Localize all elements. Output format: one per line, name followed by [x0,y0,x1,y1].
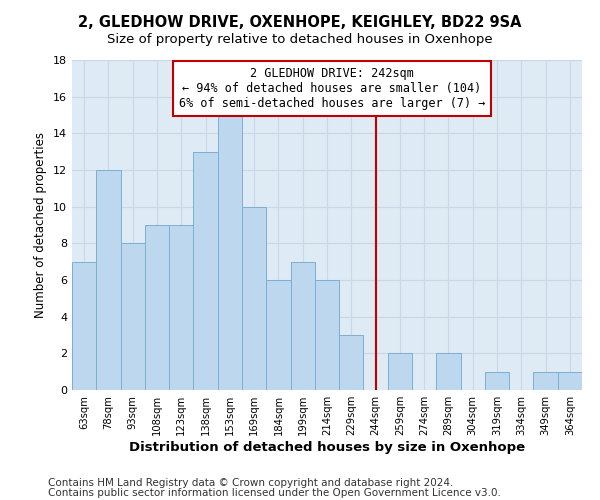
Text: 2 GLEDHOW DRIVE: 242sqm
← 94% of detached houses are smaller (104)
6% of semi-de: 2 GLEDHOW DRIVE: 242sqm ← 94% of detache… [179,68,485,110]
Bar [533,372,558,390]
Bar [169,225,193,390]
Bar [242,206,266,390]
Bar [193,152,218,390]
Text: Contains public sector information licensed under the Open Government Licence v3: Contains public sector information licen… [48,488,501,498]
Bar [388,354,412,390]
Bar [485,372,509,390]
Bar [558,372,582,390]
Bar [145,225,169,390]
X-axis label: Distribution of detached houses by size in Oxenhope: Distribution of detached houses by size … [129,441,525,454]
Bar [121,244,145,390]
Bar [315,280,339,390]
Text: 2, GLEDHOW DRIVE, OXENHOPE, KEIGHLEY, BD22 9SA: 2, GLEDHOW DRIVE, OXENHOPE, KEIGHLEY, BD… [78,15,522,30]
Y-axis label: Number of detached properties: Number of detached properties [34,132,47,318]
Text: Size of property relative to detached houses in Oxenhope: Size of property relative to detached ho… [107,32,493,46]
Bar [436,354,461,390]
Bar [266,280,290,390]
Bar [96,170,121,390]
Bar [339,335,364,390]
Bar [72,262,96,390]
Text: Contains HM Land Registry data © Crown copyright and database right 2024.: Contains HM Land Registry data © Crown c… [48,478,454,488]
Bar [218,115,242,390]
Bar [290,262,315,390]
